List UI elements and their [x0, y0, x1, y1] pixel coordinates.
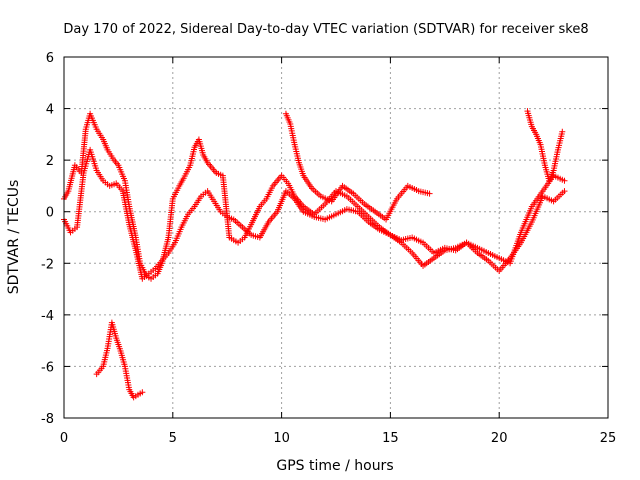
tick-labels: 0 5 10 15 20 25 -8 -6 -4 -2 0 2 4 6: [41, 51, 616, 446]
series-trace-b: [61, 146, 568, 282]
x-tick-label: 15: [382, 431, 399, 446]
y-tick-label: 2: [46, 154, 54, 169]
x-tick-label: 25: [600, 431, 617, 446]
x-axis-label: GPS time / hours: [276, 458, 393, 474]
x-tick-label: 10: [273, 431, 290, 446]
y-tick-label: 6: [46, 51, 54, 66]
data-point: [426, 190, 433, 197]
data-point: [139, 389, 146, 396]
y-tick-label: -4: [41, 309, 54, 324]
y-tick-label: -2: [41, 257, 54, 272]
y-tick-label: -8: [41, 412, 54, 427]
data-point: [561, 177, 568, 184]
y-tick-label: 0: [46, 206, 54, 221]
x-tick-label: 20: [491, 431, 508, 446]
axis-ticks: [63, 56, 609, 419]
x-tick-label: 5: [169, 431, 177, 446]
y-tick-label: -6: [41, 360, 54, 375]
series-trace-c: [93, 319, 146, 401]
plot-frame: [63, 56, 609, 419]
data-points: [61, 108, 568, 401]
x-tick-label: 0: [60, 431, 68, 446]
series-trace-e: [524, 108, 566, 184]
series-trace-d: [282, 110, 433, 223]
data-point: [561, 188, 568, 195]
chart-title: Day 170 of 2022, Sidereal Day-to-day VTE…: [63, 22, 588, 37]
y-axis-label: SDTVAR / TECUs: [6, 180, 22, 295]
y-tick-label: 4: [46, 103, 54, 118]
data-point: [559, 128, 566, 135]
